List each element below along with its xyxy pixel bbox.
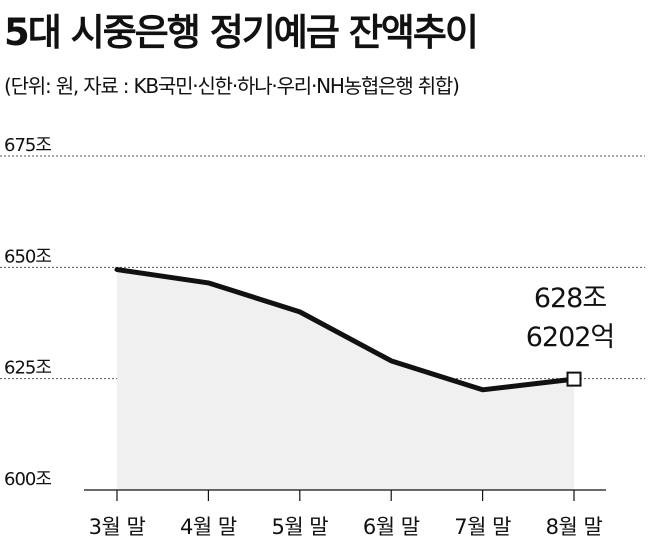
series-line — [114, 267, 577, 393]
y-tick-label: 675조 — [4, 135, 51, 156]
x-axis-labels: 3월 말 4월 말 5월 말 6월 말 7월 말 8월 말 — [89, 515, 603, 539]
x-axis-ticks — [116, 490, 575, 501]
y-tick-label: 600조 — [4, 469, 51, 490]
chart-subtitle: (단위: 원, 자료 : KB국민·신한·하나·우리·NH농협은행 취합) — [4, 74, 460, 98]
y-tick-label: 625조 — [4, 358, 51, 379]
annotation-line-1: 628조 — [534, 283, 607, 314]
last-point-marker — [566, 371, 582, 387]
x-tick-label: 3월 말 — [89, 515, 146, 539]
grid-lines — [0, 155, 645, 380]
x-tick-label: 8월 말 — [546, 515, 603, 539]
y-tick-label: 650조 — [4, 246, 51, 267]
annotation-line-2: 6202억 — [526, 322, 615, 353]
x-tick-label: 6월 말 — [363, 515, 420, 539]
x-tick-label: 5월 말 — [271, 515, 328, 539]
area-fill — [117, 269, 574, 490]
y-axis-labels: 600조 625조 650조 675조 — [4, 135, 52, 490]
x-tick-label: 7월 말 — [454, 515, 511, 539]
x-tick-label: 4월 말 — [180, 515, 237, 539]
chart-title: 5대 시중은행 정기예금 잔액추이 — [4, 11, 479, 54]
